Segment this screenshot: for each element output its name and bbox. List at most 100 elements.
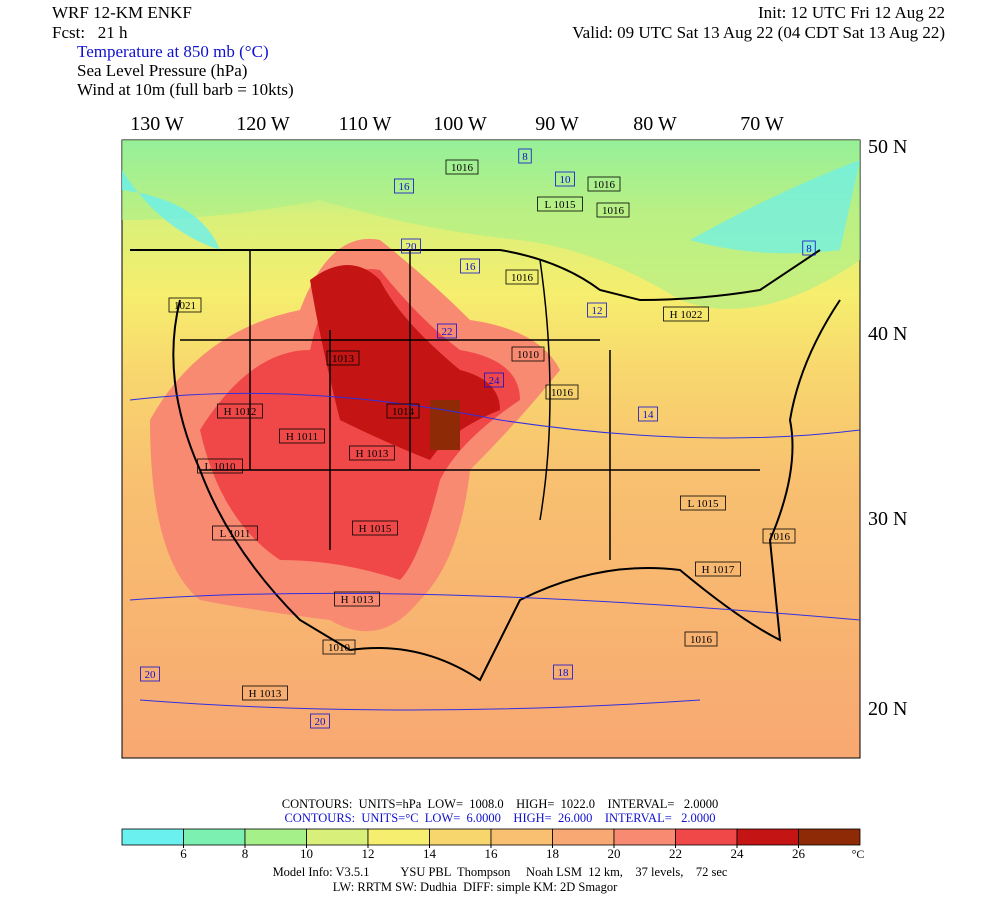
forecast: Fcst: 21 h [52, 23, 128, 42]
map-label-box [349, 445, 395, 461]
footer-line: Model Info: V3.5.1 YSU PBL Thompson Noah… [273, 865, 728, 879]
map-label: 20 [315, 716, 327, 728]
map-label: L 1011 [220, 528, 251, 540]
map-label: 1016 [551, 387, 574, 399]
map-label-box [802, 240, 816, 256]
colorbar-tick-label: 22 [669, 846, 682, 861]
map-label: 16 [465, 261, 477, 273]
map-label: 1010 [517, 349, 540, 361]
map-label: 1016 [451, 162, 474, 174]
map-label: H 1022 [670, 309, 703, 321]
map-label-box [140, 666, 160, 682]
colorbar-tick-label: 8 [242, 846, 249, 861]
latitude-label: 50 N [868, 136, 907, 158]
map-label: 1021 [174, 300, 196, 312]
map-label-box [553, 664, 573, 680]
map-label-box [762, 528, 796, 544]
map-label-box [555, 171, 575, 187]
map-label-box [445, 159, 479, 175]
contour-info: CONTOURS: UNITS=°C LOW= 6.0000 HIGH= 26.… [284, 811, 715, 825]
field-label: Wind at 10m (full barb = 10kts) [77, 80, 294, 99]
map-label: 1016 [511, 272, 534, 284]
colorbar-bin [675, 828, 738, 846]
colorbar-bin [613, 828, 676, 846]
map-label: 8 [806, 243, 812, 255]
map-label: 20 [406, 241, 418, 253]
map-label: 12 [592, 305, 603, 317]
map-label: 10 [560, 174, 572, 186]
colorbar-tick-label: 6 [180, 846, 187, 861]
map-label: 18 [558, 667, 570, 679]
latitude-label: 40 N [868, 323, 907, 345]
longitude-label: 80 W [633, 113, 677, 135]
map-label: 1016 [602, 205, 625, 217]
map-label-box [394, 178, 414, 194]
map-label: 1010 [328, 642, 351, 654]
map-label: 1016 [768, 531, 791, 543]
map-label-box [684, 631, 718, 647]
colorbar-bin [306, 828, 369, 846]
colorbar-unit: °C [852, 847, 865, 861]
map-label-box [326, 350, 360, 366]
colorbar-tick-label: 14 [423, 846, 437, 861]
map-label-box [322, 639, 356, 655]
map-label-box [484, 372, 504, 388]
map-label-box [505, 269, 539, 285]
colorbar-bin [552, 828, 615, 846]
longitude-label: 90 W [535, 113, 579, 135]
map-label-box [279, 428, 325, 444]
field-label: Sea Level Pressure (hPa) [77, 61, 247, 80]
latitude-label: 30 N [868, 508, 907, 530]
map-label-box [587, 302, 607, 318]
map-label-box [217, 403, 263, 419]
footer-line: LW: RRTM SW: Dudhia DIFF: simple KM: 2D … [333, 880, 618, 894]
map-label-box [401, 238, 421, 254]
map-label: 1016 [690, 634, 713, 646]
map-label: H 1013 [341, 594, 374, 606]
map [121, 139, 861, 759]
map-label: 22 [442, 326, 453, 338]
contour-info: CONTOURS: UNITS=hPa LOW= 1008.0 HIGH= 10… [282, 797, 718, 811]
map-label-box [437, 323, 457, 339]
init: Init: 12 UTC Fri 12 Aug 22 [758, 3, 945, 22]
map-label-box [537, 196, 583, 212]
longitude-label: 110 W [339, 113, 392, 135]
field-label: Temperature at 850 mb (°C) [77, 42, 269, 61]
map-label-box [212, 525, 258, 541]
map-label: H 1012 [224, 406, 257, 418]
map-label: 1013 [332, 353, 355, 365]
map-label: H 1011 [286, 431, 318, 443]
longitude-label: 100 W [433, 113, 487, 135]
map-label-box [334, 591, 380, 607]
map-label-box [695, 561, 741, 577]
colorbar-tick-label: 18 [546, 846, 559, 861]
model-title: WRF 12-KM ENKF [52, 3, 192, 22]
colorbar-bin [736, 828, 799, 846]
colorbar-bin [183, 828, 246, 846]
map-label-box [511, 346, 545, 362]
map-label-box [545, 384, 579, 400]
map-label-box [168, 297, 202, 313]
map-label: 1014 [392, 406, 415, 418]
map-label: L 1015 [544, 199, 576, 211]
map-label-box [587, 176, 621, 192]
longitude-label: 70 W [740, 113, 784, 135]
map-label: 24 [489, 375, 501, 387]
map-label: 20 [145, 669, 157, 681]
latitude-label: 20 N [868, 698, 907, 720]
colorbar-tick-label: 10 [300, 846, 313, 861]
colorbar-bin [367, 828, 430, 846]
map-label-box [352, 520, 398, 536]
map-label-box [197, 458, 243, 474]
map-label: 8 [522, 151, 528, 163]
colorbar-tick-label: 12 [362, 846, 375, 861]
colorbar-bin [429, 828, 492, 846]
map-label: H 1015 [359, 523, 392, 535]
map-label: L 1010 [204, 461, 236, 473]
map-label: 16 [399, 181, 411, 193]
colorbar-bin [798, 828, 861, 846]
map-label-box [518, 148, 532, 164]
map-label: 14 [643, 409, 655, 421]
